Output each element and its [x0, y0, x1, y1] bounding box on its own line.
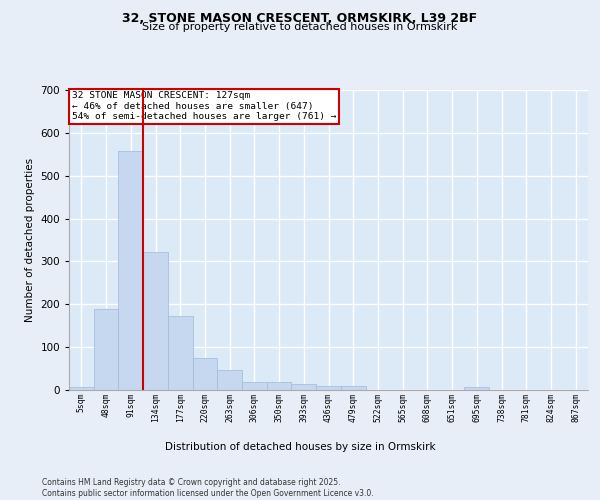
Bar — [118, 152, 143, 390]
Text: Size of property relative to detached houses in Ormskirk: Size of property relative to detached ho… — [142, 22, 458, 32]
Text: 32 STONE MASON CRESCENT: 127sqm
← 46% of detached houses are smaller (647)
54% o: 32 STONE MASON CRESCENT: 127sqm ← 46% of… — [71, 92, 336, 122]
Bar — [143, 252, 168, 390]
Bar — [217, 370, 242, 390]
Bar — [168, 316, 193, 390]
Bar — [242, 382, 267, 390]
Text: 32, STONE MASON CRESCENT, ORMSKIRK, L39 2BF: 32, STONE MASON CRESCENT, ORMSKIRK, L39 … — [122, 12, 478, 26]
Bar — [316, 386, 341, 390]
Bar — [94, 310, 118, 390]
Text: Contains HM Land Registry data © Crown copyright and database right 2025.
Contai: Contains HM Land Registry data © Crown c… — [42, 478, 374, 498]
Bar — [267, 382, 292, 390]
Bar — [292, 384, 316, 390]
Text: Distribution of detached houses by size in Ormskirk: Distribution of detached houses by size … — [164, 442, 436, 452]
Bar — [464, 388, 489, 390]
Y-axis label: Number of detached properties: Number of detached properties — [25, 158, 35, 322]
Bar — [193, 358, 217, 390]
Bar — [69, 386, 94, 390]
Bar — [341, 386, 365, 390]
